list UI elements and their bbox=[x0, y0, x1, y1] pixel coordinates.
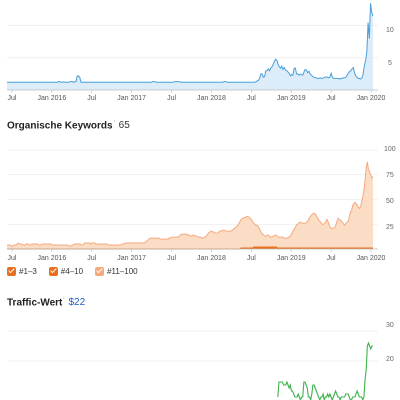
x-tick-label: Jul bbox=[326, 255, 336, 262]
legend-label-top3: #1–3 bbox=[19, 267, 37, 276]
x-tick-label: Jan 2017 bbox=[117, 95, 147, 102]
legend-item-top3[interactable]: #1–3 bbox=[7, 267, 37, 276]
info-icon[interactable]: ⁱ bbox=[63, 297, 65, 303]
c3-ytick-20: 20 bbox=[386, 356, 394, 363]
c1-ytick-10: 10 bbox=[386, 27, 394, 34]
c2-ytick-50: 50 bbox=[386, 198, 394, 205]
checkbox-top3[interactable] bbox=[7, 267, 16, 276]
x-tick-label: Jul bbox=[326, 95, 336, 102]
c1-series-area bbox=[7, 3, 373, 91]
organic-keywords-label: Organische Keywords bbox=[7, 120, 113, 132]
x-tick-label: Jan 2019 bbox=[276, 255, 306, 262]
chart-traffic-value bbox=[7, 330, 378, 400]
c1-series-line bbox=[7, 3, 374, 83]
legend-label-11-100: #11–100 bbox=[107, 267, 138, 276]
x-tick-label: Jan 2017 bbox=[117, 255, 147, 262]
checkbox-11-100[interactable] bbox=[95, 267, 105, 276]
legend-label-4-10: #4–10 bbox=[60, 267, 84, 276]
x-tick-label: Jul bbox=[246, 95, 256, 102]
c3-series-line bbox=[277, 341, 373, 400]
x-tick-label: Jan 2018 bbox=[197, 95, 226, 102]
x-tick-label: Jul bbox=[87, 95, 97, 102]
c2-ytick-75: 75 bbox=[386, 172, 394, 179]
x-tick-label: Jan 2016 bbox=[37, 255, 67, 262]
checkbox-4-10[interactable] bbox=[48, 267, 58, 276]
legend-item-11-100[interactable]: #11–100 bbox=[95, 267, 138, 276]
x-tick-label: Jul bbox=[167, 255, 177, 262]
x-tick-label: Jul bbox=[167, 95, 177, 102]
x-tick-label: Jan 2020 bbox=[356, 255, 386, 262]
x-tick-label: Jan 2019 bbox=[276, 95, 306, 102]
c2-ytick-25: 25 bbox=[386, 224, 394, 231]
c3-ytick-30: 30 bbox=[386, 322, 394, 329]
organic-keywords-title: Organische Keywordsⁱ 65 bbox=[7, 119, 130, 131]
x-tick-label: Jul bbox=[7, 255, 17, 262]
traffic-value-amount: $22 bbox=[68, 297, 86, 309]
keywords-legend: #1–3 #4–10 #11–100 bbox=[7, 267, 138, 276]
x-tick-label: Jul bbox=[246, 255, 256, 262]
x-tick-label: Jul bbox=[87, 255, 97, 262]
organic-keywords-count: 65 bbox=[118, 120, 130, 132]
x-tick-label: Jul bbox=[7, 95, 17, 102]
c2-series-0-area bbox=[7, 161, 373, 249]
chart-top bbox=[7, 3, 378, 93]
traffic-value-label: Traffic-Wert bbox=[7, 297, 63, 309]
traffic-value-title: Traffic-Wertⁱ $22 bbox=[7, 296, 85, 308]
c2-series-0-line bbox=[7, 161, 374, 247]
c1-ytick-5: 5 bbox=[388, 60, 392, 67]
c2-ytick-100: 100 bbox=[384, 146, 396, 153]
legend-item-4-10[interactable]: #4–10 bbox=[48, 267, 84, 276]
x-tick-label: Jan 2020 bbox=[356, 95, 386, 102]
x-tick-label: Jan 2018 bbox=[197, 255, 226, 262]
chart-organic-keywords bbox=[7, 149, 378, 252]
x-tick-label: Jan 2016 bbox=[37, 95, 67, 102]
info-icon[interactable]: ⁱ bbox=[113, 120, 115, 126]
